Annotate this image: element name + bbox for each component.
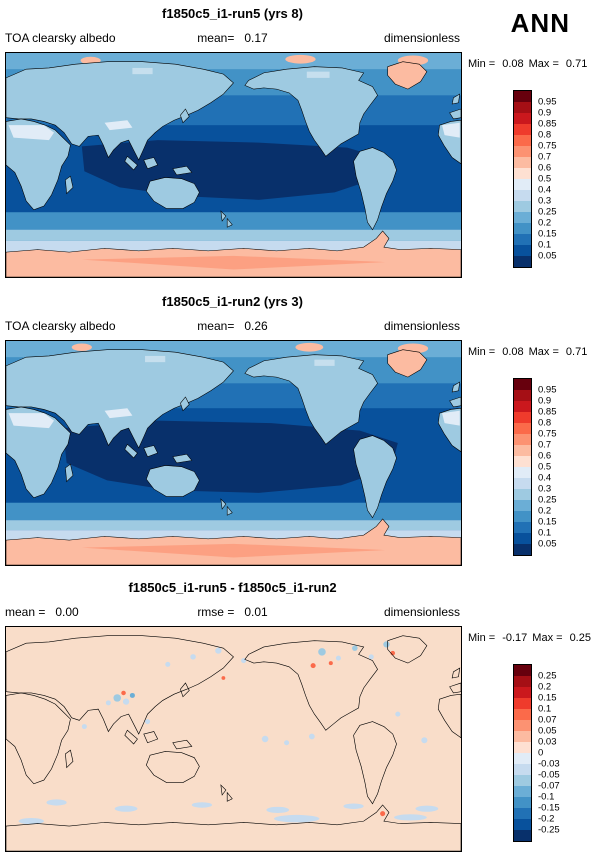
max-label: Max =	[528, 346, 559, 358]
panel-title: f1850c5_i1-run5 (yrs 8)	[162, 6, 303, 21]
min-value: 0.08	[502, 346, 524, 358]
mean-label: mean =	[5, 605, 46, 619]
colorbar-swatches	[513, 378, 532, 556]
season-label: ANN	[510, 8, 570, 38]
colorbar-difference: 0.25 0.2 0.15 0.1 0.07 0.05 0.03 0 -0.03 -0.05 -0.…	[513, 664, 583, 844]
high-albedo-land-detail	[8, 67, 460, 141]
panel-run2: f1850c5_i1-run2 (yrs 3) TOA clearsky alb…	[0, 288, 608, 574]
rmse-value: 0.01	[244, 605, 268, 619]
diff-background	[6, 627, 461, 851]
minmax-stat: Min = 0.08 Max = 0.71	[468, 346, 606, 358]
panel-title: f1850c5_i1-run5 - f1850c5_i1-run2	[128, 580, 337, 595]
panel-title: f1850c5_i1-run2 (yrs 3)	[162, 294, 303, 309]
rmse-label: rmse =	[197, 605, 235, 619]
mean-stat: mean = 0.00	[5, 605, 79, 619]
mean-stat: mean= 0.26	[5, 319, 460, 333]
map-run5	[5, 52, 462, 278]
minmax-stat: Min = 0.08 Max = 0.71	[468, 58, 606, 70]
min-value: 0.08	[502, 58, 524, 70]
mean-value: 0.17	[244, 31, 268, 45]
units-label: dimensionless	[383, 319, 460, 333]
antarctica-interior	[81, 543, 386, 558]
units-label: dimensionless	[383, 605, 460, 619]
antarctica-interior	[81, 255, 386, 270]
mean-value: 0.26	[244, 319, 268, 333]
min-label: Min =	[468, 632, 496, 644]
min-value: -0.17	[502, 632, 528, 644]
map-run2	[5, 340, 462, 566]
min-label: Min =	[468, 346, 496, 358]
mean-label: mean=	[197, 31, 235, 45]
stats-row: mean = 0.00 rmse = 0.01 dimensionless	[5, 605, 460, 621]
mean-label: mean=	[197, 319, 235, 333]
arctic-sea-ice	[71, 342, 429, 354]
minmax-stat: Min = -0.17 Max = 0.25	[468, 632, 606, 644]
max-label: Max =	[528, 58, 559, 70]
max-value: 0.71	[565, 346, 588, 358]
panel-run5: f1850c5_i1-run5 (yrs 8) TOA clearsky alb…	[0, 0, 608, 286]
min-label: Min =	[468, 58, 496, 70]
high-albedo-land-detail	[8, 355, 460, 429]
variable-label: TOA clearsky albedo	[5, 319, 116, 333]
max-label: Max =	[532, 632, 563, 644]
colorbar-albedo: 0.95 0.9 0.85 0.8 0.75 0.7 0.6 0.5 0.4 0.3 0.25 0.2…	[513, 378, 583, 558]
units-label: dimensionless	[383, 31, 460, 45]
colorbar-albedo: 0.95 0.9 0.85 0.8 0.75 0.7 0.6 0.5 0.4 0.3 0.25 0.2…	[513, 90, 583, 270]
mean-stat: mean= 0.17	[5, 31, 460, 45]
max-value: 0.25	[569, 632, 591, 644]
panel-difference: f1850c5_i1-run5 - f1850c5_i1-run2 mean =…	[0, 574, 608, 860]
colorbar-swatches	[513, 90, 532, 268]
stats-row: TOA clearsky albedo mean= 0.26 dimensionl…	[5, 319, 460, 335]
map-difference	[5, 626, 462, 852]
stats-row: TOA clearsky albedo mean= 0.17 dimensionl…	[5, 31, 460, 47]
colorbar-swatches	[513, 664, 532, 842]
variable-label: TOA clearsky albedo	[5, 31, 116, 45]
mean-value: 0.00	[55, 605, 79, 619]
max-value: 0.71	[565, 58, 588, 70]
rmse-stat: rmse = 0.01	[5, 605, 460, 619]
